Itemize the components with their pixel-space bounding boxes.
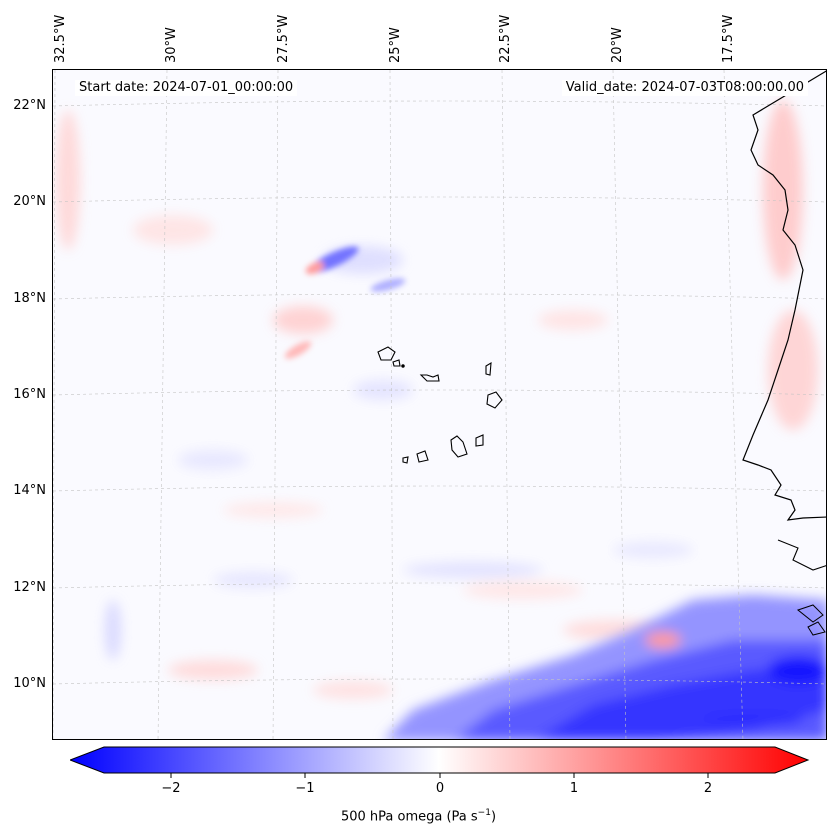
- lon-label: 32.5°W: [53, 14, 68, 63]
- lon-label: 20°W: [610, 27, 625, 63]
- colorbar-tick: 2: [703, 781, 713, 796]
- colorbar-tick: 0: [435, 781, 445, 796]
- africa-coastline: [742, 70, 826, 521]
- colorbar-tick: −2: [161, 781, 181, 796]
- lat-label: 14°N: [13, 483, 46, 498]
- omega-field-map: [53, 70, 826, 739]
- cape-verde-islands: [377, 346, 503, 464]
- colorbar-tick: −1: [295, 781, 315, 796]
- ascent-band: [384, 595, 826, 739]
- colorbar-tick: 1: [569, 781, 579, 796]
- lon-label: 17.5°W: [721, 14, 736, 63]
- lon-label: 27.5°W: [276, 14, 291, 63]
- lon-label: 30°W: [164, 27, 179, 63]
- valid-date-label: Valid_date: 2024-07-03T08:00:00.00: [561, 80, 808, 96]
- lon-label: 25°W: [388, 27, 403, 63]
- colorbar-label: 500 hPa omega (Pa s−1): [340, 808, 497, 825]
- start-date-label: Start date: 2024-07-01_00:00:00: [75, 80, 298, 96]
- graticule: [53, 70, 826, 739]
- lat-label: 10°N: [13, 676, 46, 691]
- lat-label: 20°N: [13, 194, 46, 209]
- map-panel[interactable]: Start date: 2024-07-01_00:00:00 Valid_da…: [52, 69, 827, 740]
- colorbar: [70, 746, 810, 778]
- lat-label: 22°N: [13, 98, 46, 113]
- lat-label: 18°N: [13, 291, 46, 306]
- lat-label: 16°N: [13, 387, 46, 402]
- lon-label: 22.5°W: [498, 14, 513, 63]
- lat-label: 12°N: [13, 580, 46, 595]
- omega-field-shading: [56, 100, 818, 699]
